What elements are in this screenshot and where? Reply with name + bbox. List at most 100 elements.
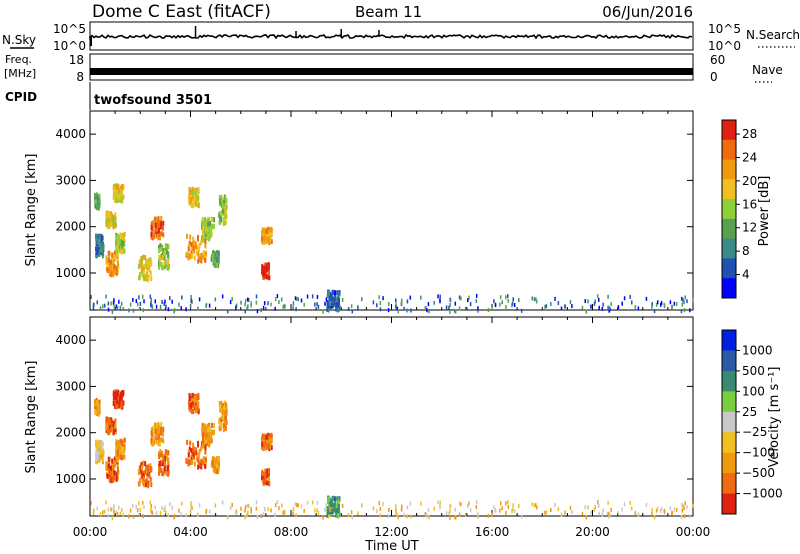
data-cell [278, 300, 280, 305]
data-cell [167, 457, 170, 463]
data-cell [117, 390, 120, 396]
data-cell [680, 309, 683, 314]
date-label: 06/Jun/2016 [602, 3, 693, 21]
data-cell [262, 272, 265, 278]
data-cell [95, 452, 98, 458]
data-cell [160, 215, 163, 221]
data-cell [115, 248, 118, 254]
data-cell [188, 395, 191, 401]
data-cell [420, 501, 422, 506]
data-cell [400, 507, 403, 512]
data-cell [178, 508, 180, 513]
data-cell [145, 482, 148, 488]
data-cell [593, 301, 596, 306]
colorbar-segment [722, 179, 736, 200]
data-cell [278, 506, 280, 511]
data-cell [397, 515, 400, 520]
data-cell [200, 458, 203, 464]
data-cell [115, 270, 118, 276]
data-cell [651, 305, 653, 310]
data-cell [372, 506, 375, 511]
data-cell [218, 198, 221, 204]
data-cell [296, 296, 298, 301]
data-cell [193, 450, 196, 456]
data-cell [109, 259, 112, 265]
data-cell [113, 504, 115, 509]
data-cell [223, 422, 226, 428]
data-cell [109, 214, 112, 220]
data-cell [265, 231, 268, 237]
data-cell [186, 439, 189, 445]
data-cell [584, 299, 586, 304]
data-cell [387, 514, 390, 519]
data-cell [111, 260, 114, 266]
data-cell [204, 231, 207, 237]
data-cell [270, 239, 273, 245]
data-cell [210, 254, 213, 260]
data-cell [189, 304, 192, 309]
data-cell [597, 500, 599, 505]
data-cell [201, 216, 204, 222]
data-cell [157, 216, 160, 222]
data-cell [581, 305, 584, 310]
data-cell [167, 244, 170, 250]
data-cell [205, 304, 207, 309]
data-cell [94, 203, 97, 209]
data-cell [607, 500, 609, 505]
data-cell [139, 272, 142, 278]
data-cell [250, 507, 252, 512]
data-cell [244, 298, 247, 303]
data-cell [338, 511, 341, 517]
data-cell [294, 296, 297, 301]
data-cell [164, 505, 166, 510]
data-cell [491, 307, 493, 312]
data-cell [264, 235, 267, 241]
data-cell [146, 276, 149, 282]
data-cell [347, 307, 350, 312]
data-cell [330, 499, 333, 505]
data-cell [111, 477, 114, 483]
data-cell [204, 257, 207, 263]
data-cell [94, 402, 97, 408]
data-cell [116, 439, 119, 445]
data-cell [106, 267, 109, 273]
data-cell [681, 502, 683, 507]
data-cell [264, 269, 267, 275]
data-cell [267, 236, 270, 242]
data-cell [120, 188, 123, 194]
data-cell [692, 297, 694, 302]
data-cell [148, 267, 151, 273]
data-cell [210, 225, 213, 231]
data-cell [128, 308, 130, 313]
data-cell [106, 422, 109, 428]
data-cell [115, 441, 118, 447]
data-cell [202, 237, 205, 243]
data-cell [145, 464, 148, 470]
data-cell [159, 452, 162, 458]
data-cell [145, 467, 148, 473]
data-cell [195, 407, 198, 413]
data-cell [223, 410, 226, 416]
data-cell [210, 223, 213, 229]
data-cell [475, 504, 478, 509]
data-cell [162, 255, 165, 261]
colorbar-segment [722, 139, 736, 161]
data-cell [311, 500, 314, 505]
data-cell [107, 463, 110, 469]
data-cell [212, 459, 215, 465]
data-cell [132, 514, 135, 519]
data-cell [195, 201, 198, 207]
data-cell [240, 506, 242, 511]
colorbar-segment [722, 391, 736, 413]
data-cell [394, 298, 397, 303]
data-cell [190, 448, 193, 454]
data-cell [138, 481, 141, 487]
nave-tick-bottom: 0 [710, 70, 718, 84]
power-panel [89, 110, 694, 311]
data-cell [189, 440, 192, 446]
time-axis: 00:00 04:00 08:00 12:00 16:00 20:00 00:00 [73, 525, 711, 539]
data-cell [388, 507, 390, 512]
data-cell [376, 303, 378, 308]
data-cell [107, 466, 110, 472]
data-cell [225, 420, 228, 426]
